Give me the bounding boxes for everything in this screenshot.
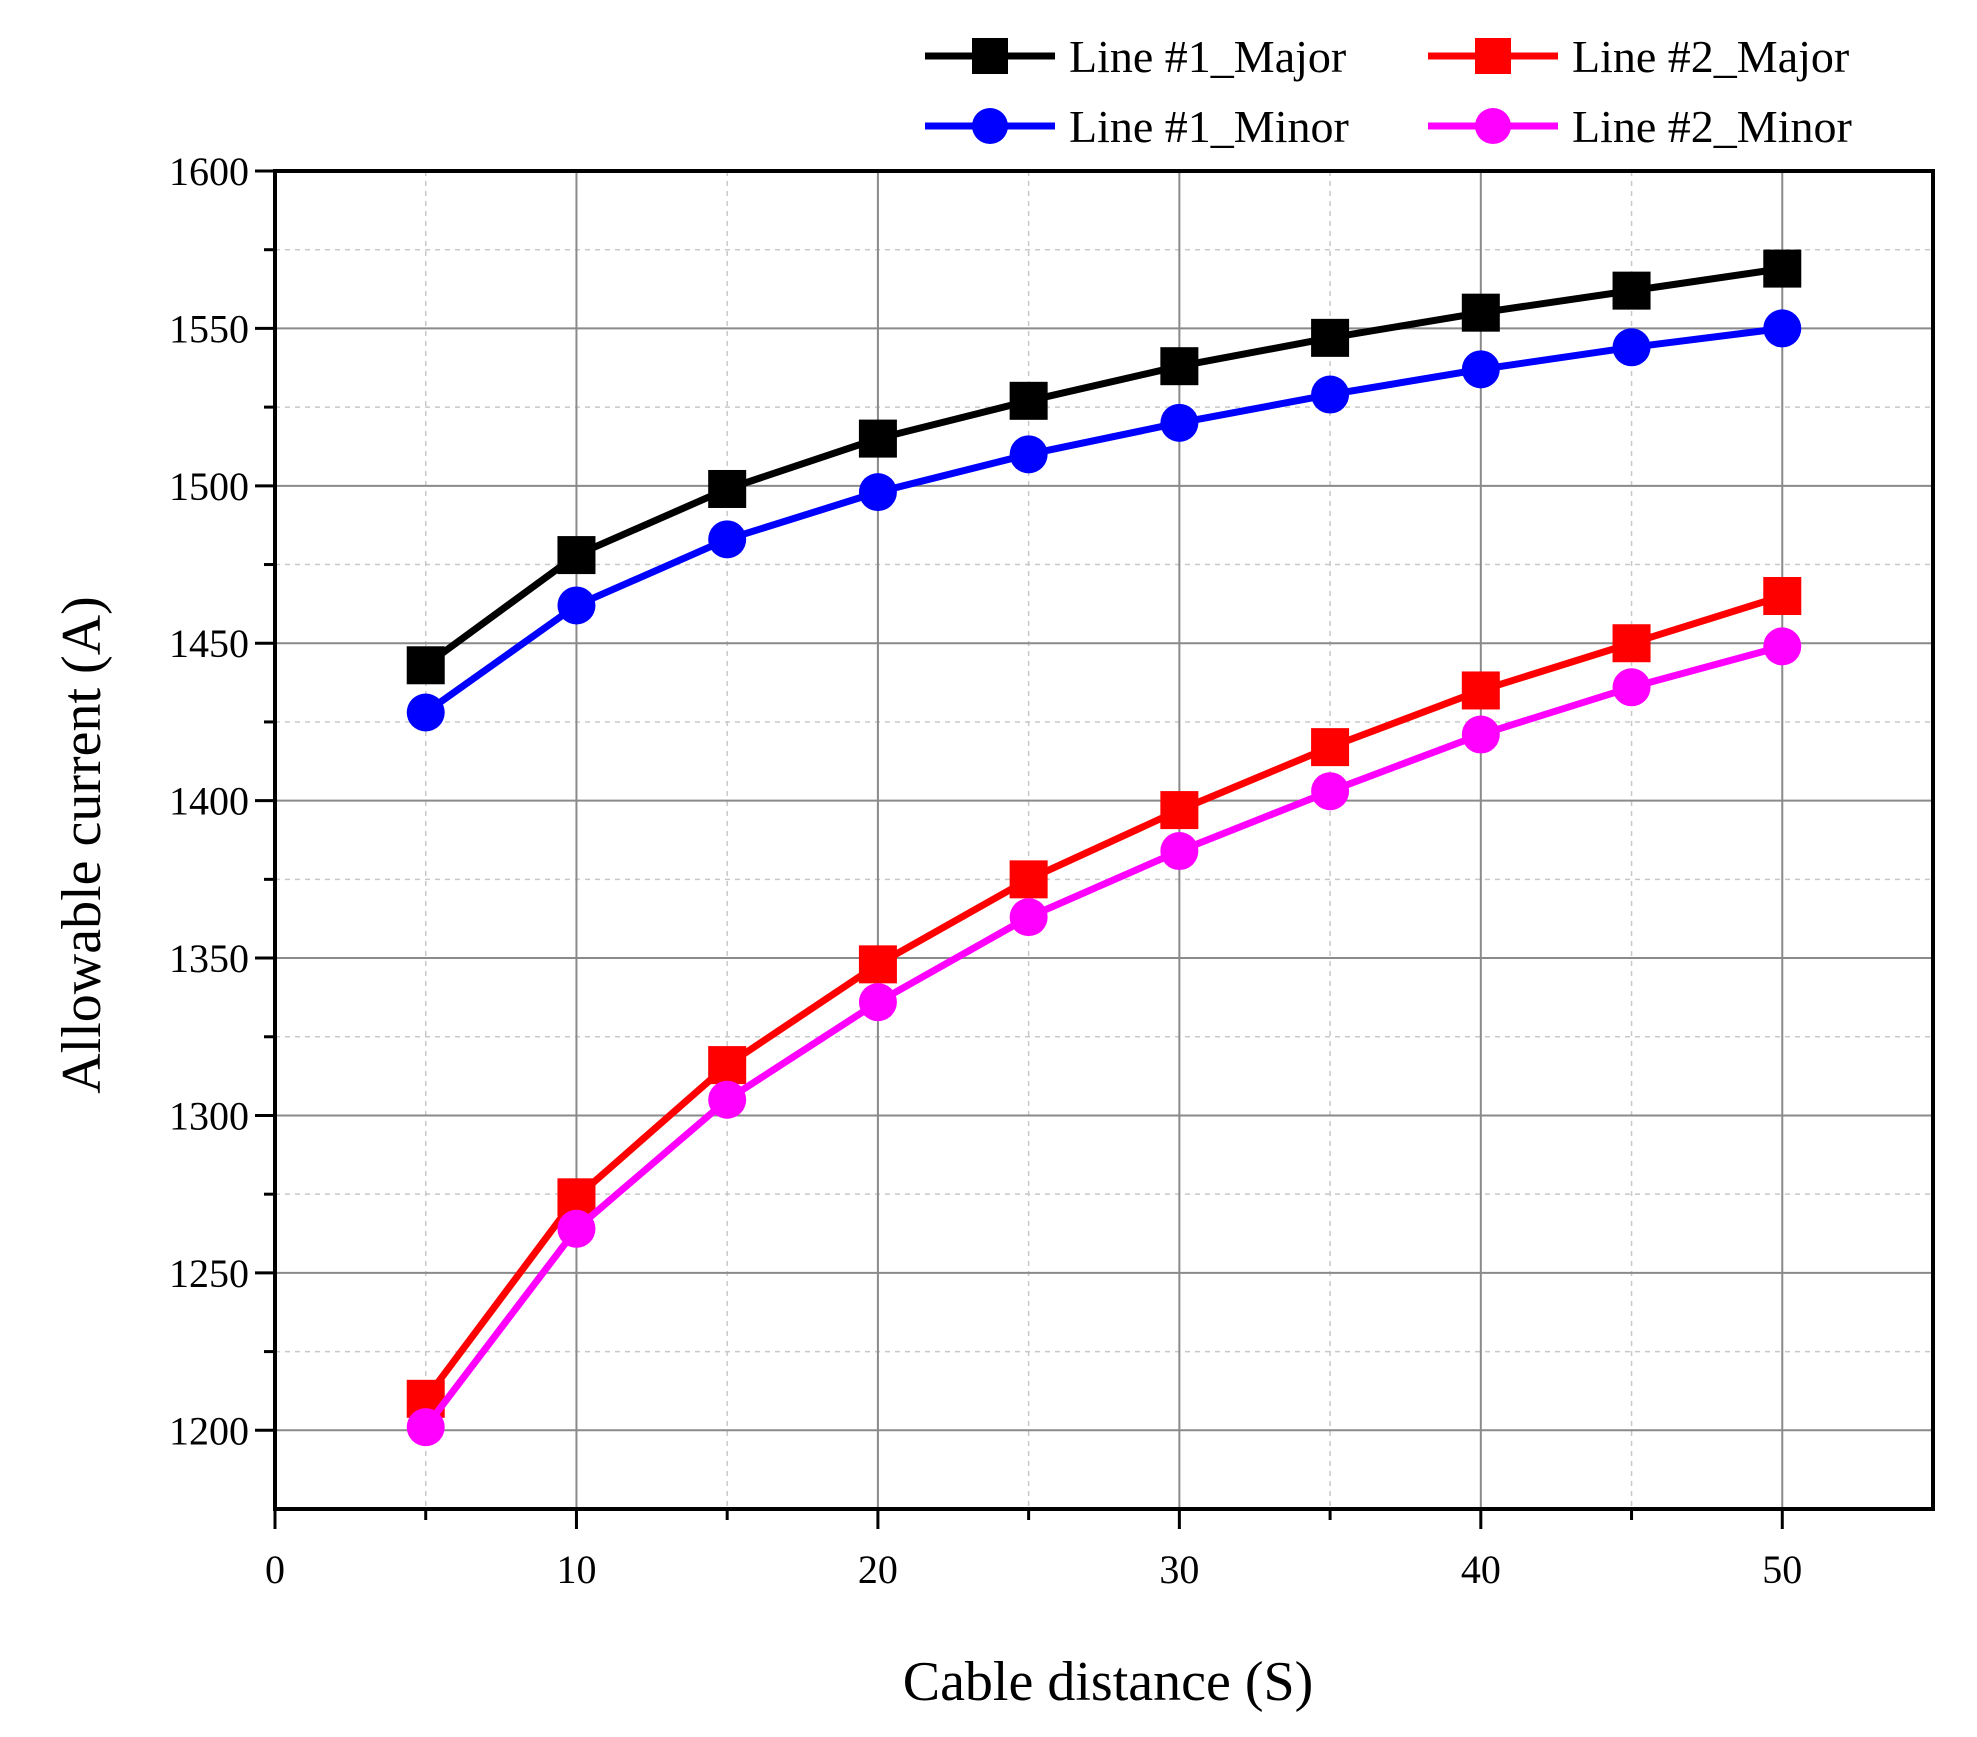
- x-tick-label: 10: [556, 1547, 596, 1592]
- data-point: [708, 520, 747, 559]
- y-tick-label: 1500: [169, 464, 249, 509]
- data-point: [1612, 668, 1651, 707]
- y-tick-label: 1250: [169, 1251, 249, 1296]
- data-point: [1160, 403, 1199, 442]
- x-tick-label: 30: [1159, 1547, 1199, 1592]
- y-tick-label: 1350: [169, 936, 249, 981]
- series-line-1-major: [406, 249, 1802, 685]
- data-point: [858, 945, 897, 984]
- data-point: [1311, 772, 1350, 811]
- series-line-2-major: [406, 577, 1802, 1418]
- data-point: [1763, 577, 1802, 616]
- y-tick-label: 1550: [169, 306, 249, 351]
- axes: [255, 169, 1935, 1529]
- data-point: [406, 693, 445, 732]
- data-point: [1612, 271, 1651, 310]
- y-tick-label: 1450: [169, 621, 249, 666]
- x-tick-label: 20: [858, 1547, 898, 1592]
- data-point: [1461, 293, 1500, 332]
- series-line: [423, 265, 1783, 669]
- series-line-1-minor: [406, 309, 1802, 732]
- data-point: [1461, 715, 1500, 754]
- data-point: [1160, 791, 1199, 830]
- y-tick-label: 1200: [169, 1408, 249, 1453]
- data-point: [858, 419, 897, 458]
- series-line: [422, 643, 1784, 1430]
- legend-marker: [972, 38, 1008, 74]
- series-line: [423, 324, 1783, 716]
- legend-label: Line #1_Major: [1069, 31, 1346, 82]
- data-point: [858, 983, 897, 1022]
- legend: Line #1_Major Line #2_Major Line #1_Minor L…: [925, 31, 1852, 152]
- data-point: [1009, 435, 1048, 474]
- x-tick-label: 40: [1461, 1547, 1501, 1592]
- series-line: [422, 592, 1784, 1401]
- legend-label: Line #1_Minor: [1069, 101, 1349, 152]
- data-point: [1763, 249, 1802, 288]
- legend-entry: Line #2_Major: [1428, 31, 1849, 82]
- data-point: [557, 586, 596, 625]
- data-point: [708, 1046, 747, 1085]
- legend-entry: Line #1_Minor: [925, 101, 1349, 152]
- tick-labels: 0 10 20 30 40 50 1200 1250 1300 1350 1400 1450 1500 1…: [169, 149, 1802, 1592]
- legend-entry: Line #2_Minor: [1428, 101, 1852, 152]
- data-point: [1009, 860, 1048, 899]
- data-point: [1763, 309, 1802, 348]
- legend-label: Line #2_Major: [1572, 31, 1849, 82]
- y-tick-label: 1300: [169, 1093, 249, 1138]
- data-point: [1311, 318, 1350, 357]
- legend-marker: [972, 108, 1008, 144]
- grid: [275, 171, 1933, 1509]
- x-axis-title: Cable distance (S): [903, 1651, 1314, 1713]
- legend-marker: [1475, 108, 1511, 144]
- series-group: [406, 249, 1802, 1447]
- y-tick-label: 1400: [169, 779, 249, 824]
- legend-label: Line #2_Minor: [1572, 101, 1852, 152]
- data-point: [1612, 328, 1651, 367]
- data-point: [1612, 624, 1651, 663]
- legend-marker: [1475, 38, 1511, 74]
- series-line-2-minor: [406, 627, 1802, 1447]
- data-point: [557, 1209, 596, 1248]
- plot-frame: [273, 169, 1935, 1511]
- data-point: [1763, 627, 1802, 666]
- data-point: [557, 536, 596, 575]
- data-point: [708, 469, 747, 508]
- legend-entry: Line #1_Major: [925, 31, 1346, 82]
- data-point: [1009, 898, 1048, 937]
- y-tick-label: 1600: [169, 149, 249, 194]
- y-axis-title: Allowable current (A): [51, 596, 113, 1094]
- data-point: [1311, 728, 1350, 767]
- data-point: [1311, 375, 1350, 414]
- data-point: [858, 473, 897, 512]
- x-tick-label: 50: [1762, 1547, 1802, 1592]
- data-point: [1461, 350, 1500, 389]
- data-point: [406, 1408, 445, 1447]
- x-tick-label: 0: [265, 1547, 285, 1592]
- data-point: [406, 646, 445, 685]
- data-point: [708, 1080, 747, 1119]
- data-point: [1461, 671, 1500, 710]
- data-point: [1160, 832, 1199, 871]
- data-point: [1009, 381, 1048, 420]
- data-point: [1160, 347, 1199, 386]
